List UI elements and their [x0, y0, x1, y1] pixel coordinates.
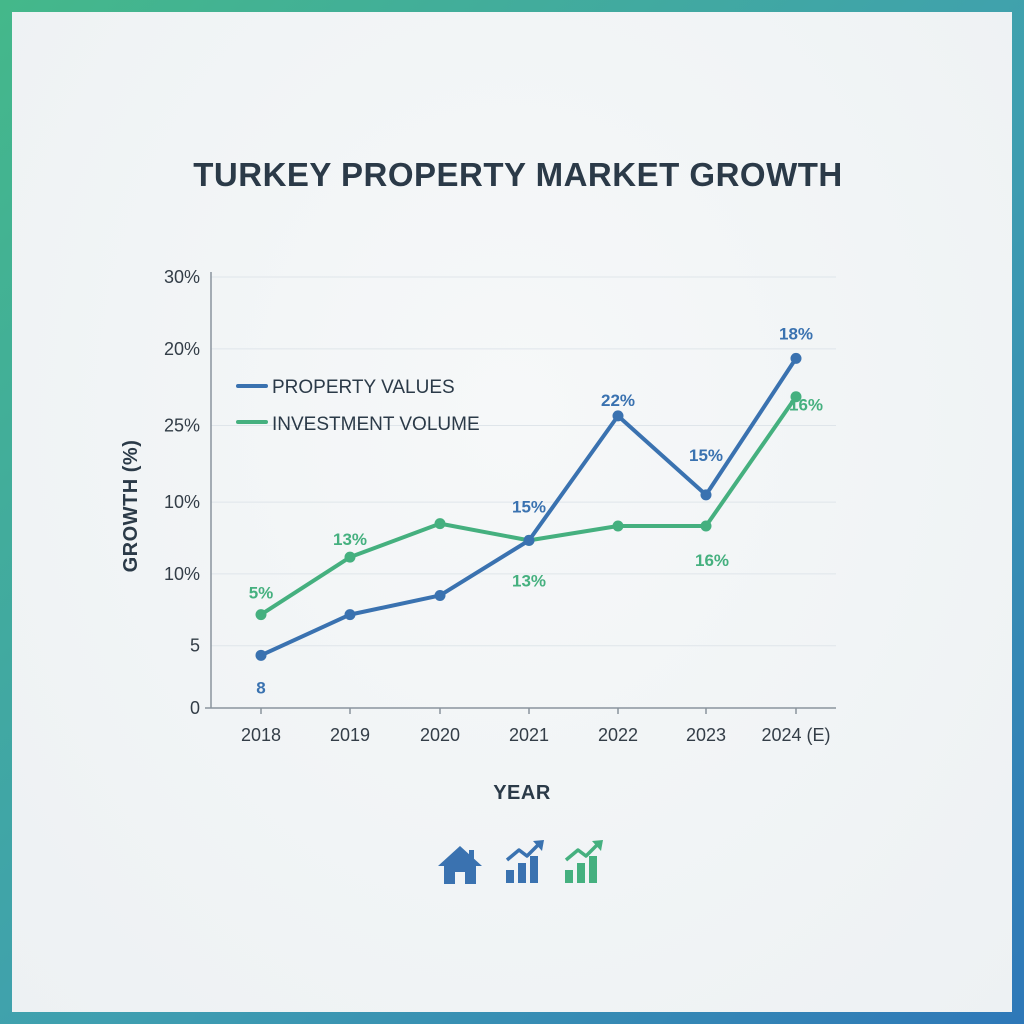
data-point	[700, 520, 712, 532]
data-label: 5%	[249, 584, 274, 603]
x-tick-label: 2021	[509, 725, 549, 745]
x-tick-label: 2018	[241, 725, 281, 745]
x-tick-label: 2020	[420, 725, 460, 745]
data-point	[700, 489, 712, 501]
x-tick-label: 2022	[598, 725, 638, 745]
y-tick-label: 10%	[164, 492, 200, 512]
x-axis-ticks: 2018 2019 2020 2021 2022 2023 2024 (E)	[241, 708, 831, 745]
data-point	[255, 649, 267, 661]
data-label: 13%	[333, 530, 367, 549]
data-point	[344, 609, 356, 621]
data-label: 16%	[695, 551, 729, 570]
data-label: 15%	[689, 446, 723, 465]
data-label: 18%	[779, 324, 813, 343]
legend-label-investment-volume: INVESTMENT VOLUME	[272, 414, 480, 435]
data-label: 13%	[512, 571, 546, 590]
chart-title: TURKEY PROPERTY MARKET GROWTH	[193, 156, 842, 193]
y-axis-ticks: 0 5 10% 10% 25% 20% 30%	[164, 267, 200, 718]
data-point	[790, 352, 802, 364]
data-point	[344, 551, 356, 563]
chart-panel	[12, 12, 1012, 1012]
data-label: 8	[256, 678, 265, 697]
bar-chart-up-icon	[505, 840, 544, 883]
x-axis-title: YEAR	[493, 782, 551, 804]
y-tick-label: 0	[190, 698, 200, 718]
x-tick-label: 2024 (E)	[761, 725, 830, 745]
legend: PROPERTY VALUES INVESTMENT VOLUME	[236, 377, 480, 435]
data-labels: 5% 13% 13% 16% 16% 8 15% 22% 15% 18%	[249, 324, 823, 697]
x-tick-label: 2023	[686, 725, 726, 745]
y-axis-title: GROWTH (%)	[120, 440, 142, 573]
data-label: 22%	[601, 391, 635, 410]
data-point	[612, 520, 624, 532]
data-label: 16%	[789, 396, 823, 415]
y-tick-label: 30%	[164, 267, 200, 287]
data-label: 15%	[512, 497, 546, 516]
data-point	[434, 518, 446, 530]
data-point	[523, 534, 535, 546]
data-point	[612, 410, 624, 422]
series-group	[255, 352, 802, 661]
x-tick-label: 2019	[330, 725, 370, 745]
bar-chart-up-icon	[564, 840, 603, 883]
legend-label-property-values: PROPERTY VALUES	[272, 377, 455, 398]
y-tick-label: 20%	[164, 339, 200, 359]
gridlines	[211, 276, 836, 647]
y-tick-label: 5	[190, 636, 200, 656]
y-tick-label: 10%	[164, 564, 200, 584]
data-point	[255, 609, 267, 621]
data-point	[434, 589, 446, 601]
data-point	[790, 391, 802, 403]
house-icon	[438, 846, 482, 884]
y-tick-label: 25%	[164, 415, 200, 435]
